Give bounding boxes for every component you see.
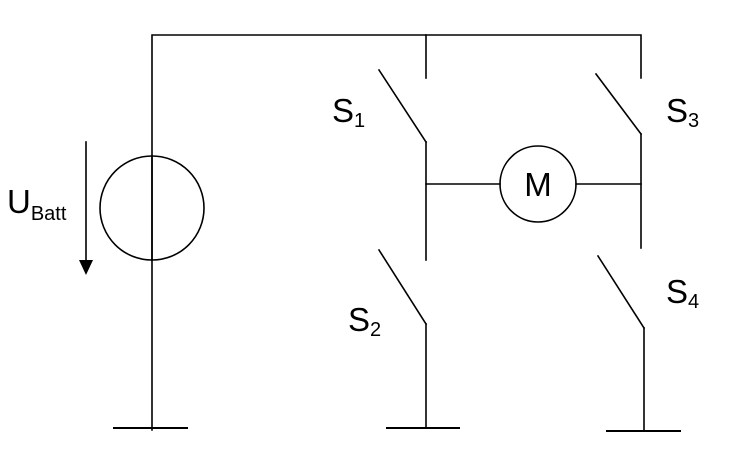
switch-s3-subscript: 3 — [688, 110, 699, 132]
motor-symbol — [499, 145, 577, 223]
motor-label: M — [524, 166, 552, 203]
switch-s4-blade — [596, 254, 646, 330]
switch-s1-subscript: 1 — [354, 110, 365, 132]
switch-s3-label: S3 — [666, 92, 699, 132]
switch-s2-label: S2 — [348, 301, 381, 341]
voltage-arrow-head — [79, 260, 93, 275]
battery-voltage-subscript: Batt — [31, 203, 67, 225]
battery-voltage-label: UBatt — [7, 183, 67, 225]
switch-s1-main: S — [332, 92, 354, 129]
switch-s4-subscript: 4 — [688, 291, 699, 313]
switch-s1-label: S1 — [332, 92, 365, 132]
switch-s2-main: S — [348, 301, 370, 338]
switch-s1-blade — [377, 68, 428, 144]
switch-s3-main: S — [666, 92, 688, 129]
top-rail — [151, 34, 642, 431]
switch-s3-blade — [594, 72, 643, 136]
switch-s4-main: S — [666, 273, 688, 310]
switch-s2-blade — [377, 248, 428, 326]
switch-s4-label: S4 — [666, 273, 699, 313]
switch-s2-subscript: 2 — [370, 319, 381, 341]
battery-voltage-main: U — [7, 183, 31, 220]
